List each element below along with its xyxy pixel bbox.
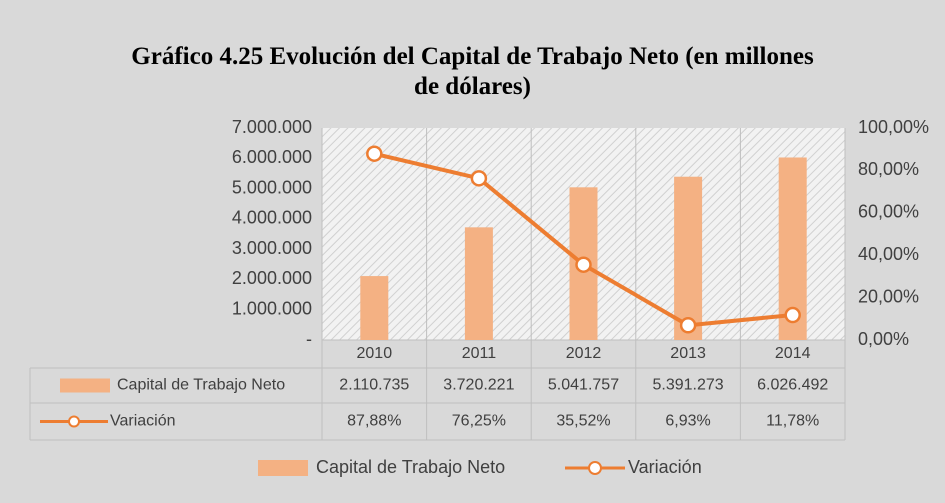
y2-tick-label: 80,00% [858, 159, 919, 179]
y-tick-label: 4.000.000 [232, 208, 312, 228]
legend-key [588, 461, 602, 475]
bar [360, 276, 389, 340]
table-series-name: Variación [110, 413, 176, 430]
table-value: 76,25% [452, 413, 506, 430]
y2-tick-label: 0,00% [858, 329, 909, 349]
legend-label: Capital de Trabajo Neto [316, 457, 505, 477]
x-tick-label: 2010 [357, 345, 393, 362]
x-tick-label: 2013 [670, 345, 706, 362]
line-marker [366, 145, 383, 162]
y-tick-label: 5.000.000 [232, 177, 312, 197]
y2-tick-label: 100,00% [858, 117, 929, 137]
table-value: 35,52% [556, 413, 610, 430]
line-marker [679, 317, 697, 334]
table-value: 6.026.492 [757, 377, 828, 394]
table-key [60, 378, 110, 393]
x-tick-label: 2012 [566, 345, 602, 362]
table-value: 11,78% [766, 413, 819, 430]
y2-tick-label: 60,00% [858, 202, 919, 222]
legend-key [258, 460, 308, 476]
y-tick-label: 1.000.000 [232, 298, 312, 318]
bar [464, 227, 493, 340]
table-value: 6,93% [665, 413, 710, 430]
line-marker [470, 170, 488, 187]
y-tick-label: 7.000.000 [232, 117, 312, 137]
chart-title: Gráfico 4.25 Evolución del Capital de Tr… [131, 43, 814, 100]
table-key [68, 415, 80, 428]
table-value: 3.720.221 [443, 377, 514, 394]
bar [674, 176, 703, 340]
line-marker [575, 256, 592, 273]
x-tick-label: 2014 [775, 345, 811, 362]
table-value: 2.110.735 [339, 377, 409, 394]
x-tick-label: 2011 [462, 345, 497, 362]
table-series-name: Capital de Trabajo Neto [117, 377, 285, 394]
y-tick-label: - [306, 329, 312, 349]
y2-tick-label: 40,00% [858, 244, 919, 264]
table-value: 5.041.757 [548, 377, 619, 394]
line-marker [784, 306, 801, 324]
y-tick-label: 3.000.000 [232, 238, 312, 258]
legend-label: Variación [628, 457, 702, 477]
table-value: 87,88% [347, 413, 401, 430]
y-tick-label: 6.000.000 [232, 147, 312, 167]
y-tick-label: 2.000.000 [232, 268, 312, 288]
y2-tick-label: 20,00% [858, 286, 919, 306]
table-value: 5.391.273 [653, 377, 724, 394]
